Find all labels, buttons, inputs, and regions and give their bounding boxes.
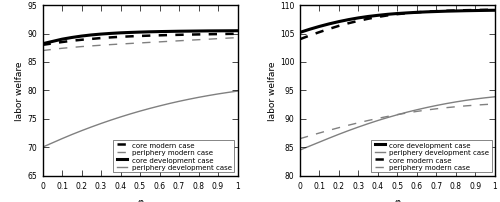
Y-axis label: labor welfare: labor welfare — [16, 61, 24, 121]
X-axis label: φ: φ — [137, 197, 143, 202]
X-axis label: φ: φ — [394, 197, 400, 202]
Legend: core development case, periphery development case, core modern case, periphery m: core development case, periphery develop… — [370, 140, 492, 172]
Y-axis label: labor welfare: labor welfare — [268, 61, 277, 121]
Legend: core modern case, periphery modern case, core development case, periphery develo: core modern case, periphery modern case,… — [113, 140, 234, 172]
